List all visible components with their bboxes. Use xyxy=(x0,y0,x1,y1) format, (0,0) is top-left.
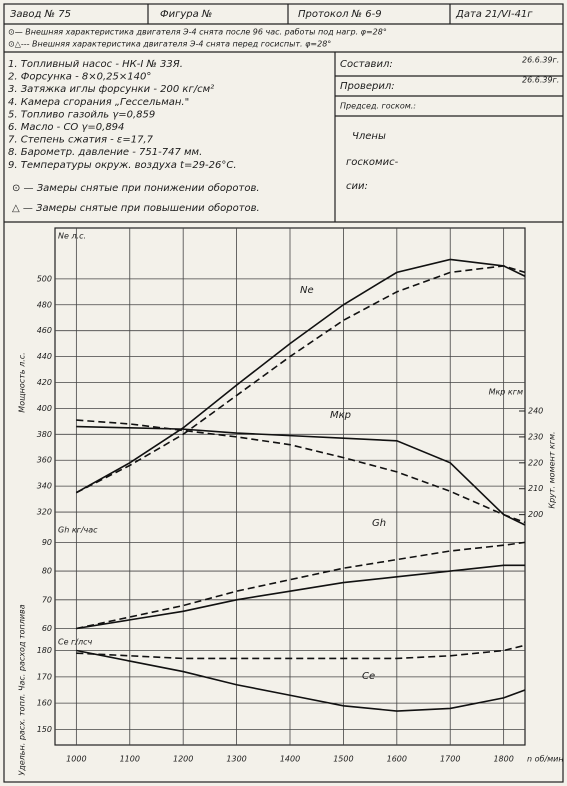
spec-item: 7. Степень сжатия - ε=17,7 xyxy=(8,135,154,146)
y2-axis-label: Крут. момент кгм. xyxy=(548,431,557,508)
curve-label: Gh xyxy=(372,518,386,529)
figure: Фигура № xyxy=(160,9,212,20)
y-tick-label: 60 xyxy=(42,624,52,633)
x-axis-label: n об/мин xyxy=(527,755,564,764)
curve xyxy=(76,644,526,660)
spec-item: 1. Топливный насос - НК-I № 33Я. xyxy=(8,59,183,70)
curve xyxy=(76,541,526,630)
spec-item: 2. Форсунка - 8×0,25×140° xyxy=(8,72,151,83)
y2-unit: Мкр кгм xyxy=(489,388,523,397)
y-tick-label: 160 xyxy=(37,699,52,708)
members: госкомис- xyxy=(346,157,399,168)
y-axis-label: Удельн. расх. топл. Час. расход топлива xyxy=(18,604,27,775)
y-unit: Ce г/лсч xyxy=(58,638,92,647)
y-axis-label: Мощность л.с. xyxy=(18,352,27,412)
x-tick-label: 1200 xyxy=(173,755,193,764)
members: Члены xyxy=(352,131,386,142)
protocol: Протокол № 6-9 xyxy=(298,9,382,20)
line-after: ⊙— Внешняя характеристика двигателя Э-4 … xyxy=(8,28,387,37)
y2-tick-label: 230 xyxy=(528,432,543,441)
y-tick-label: 90 xyxy=(42,538,52,547)
spec-item: 5. Топливо газойль γ=0,859 xyxy=(8,109,155,120)
line-before: ⊙△--- Внешняя характеристика двигателя Э… xyxy=(8,40,331,49)
x-tick-label: 1500 xyxy=(333,755,353,764)
spec-item: 8. Барометр. давление - 751-747 мм. xyxy=(8,147,202,158)
frame xyxy=(3,3,564,783)
curve xyxy=(76,425,526,526)
y-tick-label: 500 xyxy=(37,274,52,283)
curve xyxy=(76,649,526,712)
curve xyxy=(76,564,525,630)
sign: Председ. госком.: xyxy=(340,102,416,111)
y2-tick-label: 220 xyxy=(528,458,543,467)
x-tick-label: 1800 xyxy=(493,755,513,764)
date: Дата 21/VI-41г xyxy=(455,9,533,20)
y-tick-label: 360 xyxy=(37,456,52,465)
sign-date: 26.6.39г. xyxy=(522,76,559,85)
y-tick-label: 80 xyxy=(42,567,52,576)
legend-item: ⊙ — Замеры снятые при понижении оборотов… xyxy=(12,182,260,194)
spec-item: 6. Масло - СО γ=0,894 xyxy=(8,122,124,133)
y2-tick-label: 200 xyxy=(528,510,543,519)
y-tick-label: 320 xyxy=(37,508,52,517)
y-tick-label: 150 xyxy=(37,725,52,734)
y-tick-label: 400 xyxy=(37,404,52,413)
y-unit: Ne л.с. xyxy=(58,232,86,241)
x-tick-label: 1700 xyxy=(440,755,460,764)
x-tick-label: 1100 xyxy=(120,755,140,764)
x-tick-label: 1400 xyxy=(280,755,300,764)
y2-tick-label: 240 xyxy=(528,407,543,416)
y-tick-label: 180 xyxy=(37,646,52,655)
y-tick-label: 440 xyxy=(37,352,52,361)
sign: Проверил: xyxy=(340,81,395,92)
y2-tick-label: 210 xyxy=(528,484,543,493)
y-tick-label: 340 xyxy=(37,482,52,491)
curve xyxy=(75,258,526,494)
y-tick-label: 70 xyxy=(42,595,52,604)
curve-label: Ne xyxy=(300,285,314,296)
curve xyxy=(76,265,526,494)
spec-item: 9. Температуры окруж. воздуха t=29-26°C. xyxy=(8,160,237,171)
x-tick-label: 1300 xyxy=(226,755,246,764)
y-tick-label: 380 xyxy=(37,430,52,439)
sign: Составил: xyxy=(340,59,393,70)
y-tick-label: 480 xyxy=(37,300,52,309)
factory: Завод № 75 xyxy=(10,9,71,20)
curve xyxy=(76,419,526,524)
curve-label: Мкр xyxy=(330,410,351,421)
sign-date: 26.6.39г. xyxy=(522,56,559,65)
y-unit: Gh кг/час xyxy=(58,526,98,535)
x-tick-label: 1600 xyxy=(387,755,407,764)
x-tick-label: 1000 xyxy=(66,755,86,764)
curve-label: Ce xyxy=(362,671,375,682)
legend-item: △ — Замеры снятые при повышении оборотов… xyxy=(12,202,260,214)
y-tick-label: 460 xyxy=(37,326,52,335)
spec-item: 3. Затяжка иглы форсунки - 200 кг/см² xyxy=(8,84,214,95)
members: сии: xyxy=(346,181,368,192)
y-tick-label: 420 xyxy=(37,378,52,387)
spec-item: 4. Камера сгорания „Гессельман." xyxy=(8,97,189,108)
y-tick-label: 170 xyxy=(37,672,52,681)
